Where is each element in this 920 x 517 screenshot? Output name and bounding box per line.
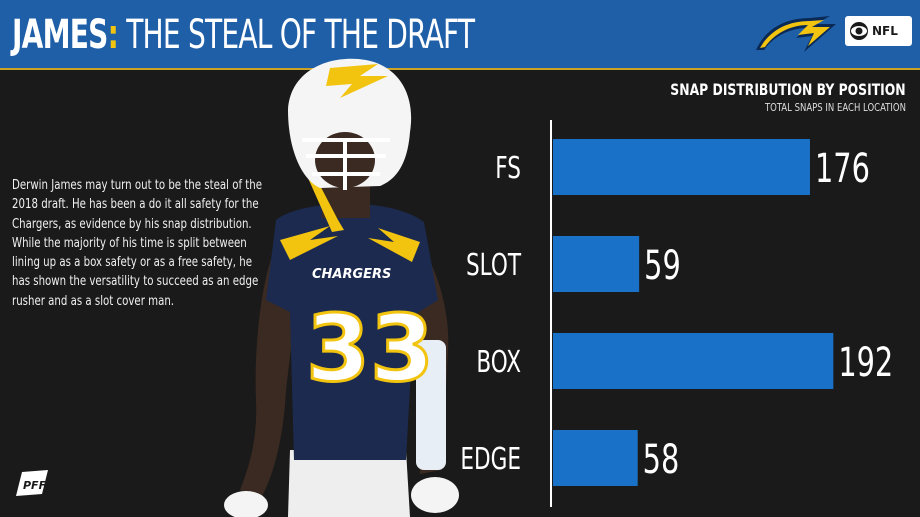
svg-text:PFF: PFF [23,479,47,492]
nfl-wordmark: NFL [872,24,898,38]
title-name: JAMES [12,12,108,58]
header-bar: JAMES: THE STEAL OF THE DRAFT NFL [0,0,920,70]
cbs-nfl-logo: NFL [845,16,912,46]
bar-edge [553,430,638,486]
jersey-wordmark: CHARGERS [312,267,391,282]
category-label-box: BOX [476,345,521,379]
value-label-fs: 176 [815,144,870,191]
title-colon: : [107,12,119,58]
pff-logo: PFF [16,470,48,496]
value-label-edge: 58 [643,435,680,482]
chart-subtitle: TOTAL SNAPS IN EACH LOCATION [765,101,906,114]
chart-title: SNAP DISTRIBUTION BY POSITION [670,80,906,99]
chargers-bolt-logo [756,16,836,52]
cbs-eye-icon [850,22,868,40]
player-blurb: Derwin James may turn out to be the stea… [12,178,263,309]
value-label-box: 192 [838,338,893,385]
page-title: JAMES: THE STEAL OF THE DRAFT [12,10,475,60]
value-label-slot: 59 [644,241,681,288]
category-label-edge: EDGE [460,442,521,476]
player-illustration: CHARGERS 33 [224,58,459,517]
category-label-slot: SLOT [466,248,522,282]
bar-fs [553,139,810,195]
bar-box [553,333,834,389]
category-label-fs: FS [495,151,521,185]
snap-distribution-chart: FS 176 SLOT 59 BOX 192 EDGE 58 [460,120,893,507]
title-rest: THE STEAL OF THE DRAFT [118,12,475,58]
bar-slot [553,236,640,292]
jersey-number: 33 [306,295,434,402]
